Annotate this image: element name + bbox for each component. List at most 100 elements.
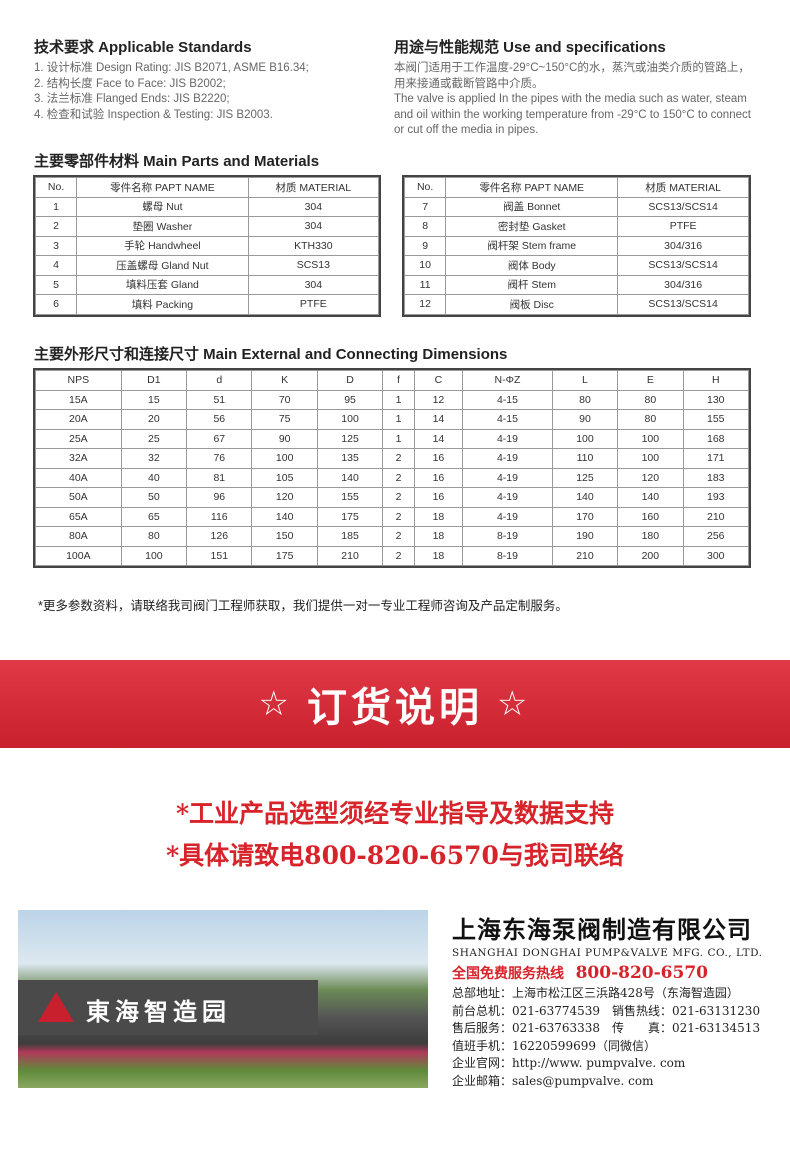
table-cell: 90	[251, 428, 318, 449]
table-cell: 130	[682, 389, 750, 410]
table-cell: 80A	[35, 526, 122, 547]
red-line-1: *工业产品选型须经专业指导及数据支持	[175, 799, 615, 828]
table-cell: 11	[403, 274, 447, 295]
header-cell: N-ΦZ	[462, 370, 553, 391]
parts-table-left: No. 零件名称 PAPT NAME 材质 MATERIAL 1 螺母 Nut 304 2 垫…	[33, 175, 381, 317]
table-cell: 304	[247, 274, 380, 295]
table-row: 65A 65 116 140 175 2 18 4-19 170 160 210	[35, 506, 750, 527]
table-cell: 14	[413, 428, 464, 449]
table-cell: 95	[316, 389, 384, 410]
table-row: 7 阀盖 Bonnet SCS13/SCS14	[403, 196, 749, 217]
standard-item: 4. 检查和试验 Inspection & Testing: JIS B2003…	[34, 108, 273, 121]
table-cell: 100A	[35, 545, 122, 566]
table-cell: 140	[551, 487, 619, 508]
hotline-number[interactable]: 800-820-6570	[575, 963, 708, 983]
table-cell: 300	[682, 545, 750, 566]
table-row: 32A 32 76 100 135 2 16 4-19 110 100 171	[35, 448, 750, 469]
table-row: 3 手轮 Handwheel KTH330	[34, 235, 380, 256]
park-photo: 東海智造园	[18, 910, 428, 1088]
table-cell: 50A	[35, 487, 122, 508]
table-cell: 135	[316, 448, 384, 469]
table-cell: 183	[682, 467, 750, 488]
table-cell: 140	[251, 506, 318, 527]
table-cell: 80	[617, 389, 684, 410]
table-cell: 65	[120, 506, 188, 527]
note: *更多参数资料，请联络我司阀门工程师获取，我们提供一对一专业工程师咨询及产品定制…	[38, 599, 568, 613]
table-cell: 10	[403, 255, 447, 276]
header-cell: 零件名称 PAPT NAME	[76, 177, 249, 198]
header-cell: D	[316, 370, 384, 391]
table-row: 11 阀杆 Stem 304/316	[403, 274, 749, 295]
header-cell: 材质 MATERIAL	[247, 177, 380, 198]
table-cell: 2	[382, 526, 415, 547]
table-cell: 180	[617, 526, 684, 547]
table-cell: 160	[617, 506, 684, 527]
table-cell: 20A	[35, 409, 122, 430]
table-row: 100A 100 151 175 210 2 18 8-19 210 200 300	[35, 545, 750, 566]
table-row: 80A 80 126 150 185 2 18 8-19 190 180 256	[35, 526, 750, 547]
table-cell: 56	[186, 409, 253, 430]
table-cell: 手轮 Handwheel	[76, 235, 249, 256]
table-cell: 4-19	[462, 506, 553, 527]
table-cell: 67	[186, 428, 253, 449]
table-cell: PTFE	[617, 216, 749, 237]
table-cell: 116	[186, 506, 253, 527]
dims-title: 主要外形尺寸和连接尺寸 Main External and Connecting…	[34, 346, 508, 363]
table-cell: SCS13/SCS14	[617, 255, 749, 276]
table-cell: 2	[382, 467, 415, 488]
park-sign: 東海智造园	[86, 999, 231, 1026]
standards-title: 技术要求 Applicable Standards	[34, 39, 252, 56]
contact-line: 售后服务：021-63763338 传 真：021-63134513	[452, 1021, 761, 1035]
table-cell: SCS13/SCS14	[617, 196, 749, 217]
table-cell: 16	[413, 487, 464, 508]
contact-line: 值班手机：16220599699（同微信）	[452, 1038, 656, 1053]
banner-title: 订货说明	[307, 686, 483, 730]
table-row: 10 阀体 Body SCS13/SCS14	[403, 255, 749, 276]
table-row: 6 填料 Packing PTFE	[34, 294, 380, 315]
table-cell: 5	[34, 274, 78, 295]
header-cell: No.	[403, 177, 447, 198]
order-banner: ☆ 订货说明 ☆	[0, 660, 790, 748]
table-cell: 2	[34, 216, 78, 237]
table-cell: 2	[382, 487, 415, 508]
table-cell: 18	[413, 506, 464, 527]
table-cell: 8	[403, 216, 447, 237]
table-row: 1 螺母 Nut 304	[34, 196, 380, 217]
table-row: 15A 15 51 70 95 1 12 4-15 80 80 130	[35, 389, 750, 410]
table-cell: SCS13	[247, 255, 380, 276]
table-cell: 304	[247, 196, 380, 217]
table-cell: 3	[34, 235, 78, 256]
table-cell: 140	[316, 467, 384, 488]
table-cell: 螺母 Nut	[76, 196, 249, 217]
table-cell: 51	[186, 389, 253, 410]
table-cell: 1	[34, 196, 78, 217]
table-row: 20A 20 56 75 100 1 14 4-15 90 80 155	[35, 409, 750, 430]
table-cell: 垫圈 Washer	[76, 216, 249, 237]
table-cell: 100	[251, 448, 318, 469]
table-cell: 32A	[35, 448, 122, 469]
table-cell: 175	[316, 506, 384, 527]
table-cell: 100	[551, 428, 619, 449]
company-info: 上海东海泵阀制造有限公司 SHANGHAI DONGHAI PUMP&VALVE…	[452, 910, 772, 1090]
contact-line: 企业邮箱：sales@pumpvalve. com	[452, 1073, 654, 1088]
header-cell: L	[551, 370, 619, 391]
table-cell: 25	[120, 428, 188, 449]
table-cell: 阀杆 Stem	[445, 274, 619, 295]
table-cell: 50	[120, 487, 188, 508]
standard-item: 2. 结构长度 Face to Face: JIS B2002;	[34, 77, 226, 90]
table-cell: 12	[413, 389, 464, 410]
table-cell: 1	[382, 428, 415, 449]
hotline-label: 全国免费服务热线	[452, 966, 564, 982]
table-cell: 151	[186, 545, 253, 566]
table-cell: 4-19	[462, 487, 553, 508]
table-cell: 304/316	[617, 274, 749, 295]
header-cell: C	[413, 370, 464, 391]
table-cell: 100	[617, 428, 684, 449]
header-cell: No.	[34, 177, 78, 198]
table-cell: 190	[551, 526, 619, 547]
standard-item: 3. 法兰标准 Flanged Ends: JIS B2220;	[34, 93, 230, 105]
table-cell: 170	[551, 506, 619, 527]
company-name-cn: 上海东海泵阀制造有限公司	[452, 915, 752, 944]
red-line-2: *具体请致电800-820-6570与我司联络	[166, 841, 624, 870]
